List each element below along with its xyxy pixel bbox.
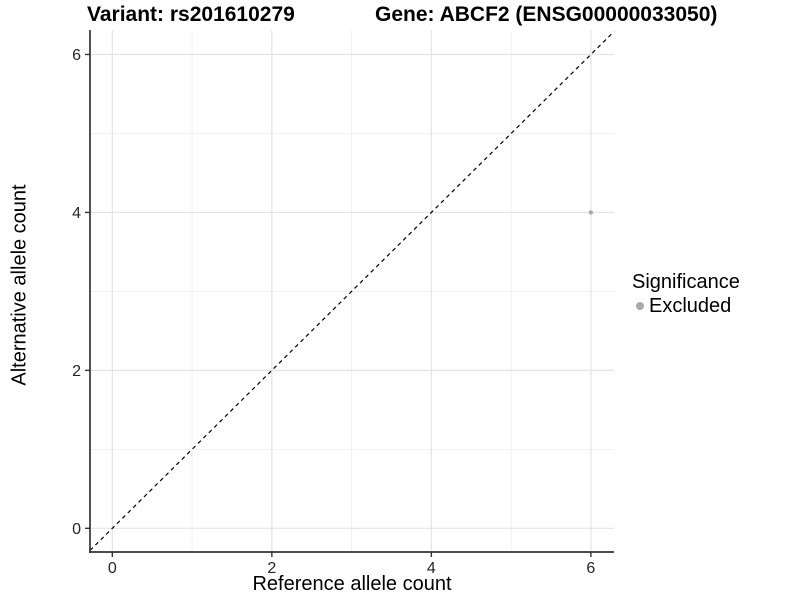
legend: Significance Excluded xyxy=(632,271,740,317)
x-tick-label: 2 xyxy=(267,560,276,577)
legend-point-icon xyxy=(636,302,644,310)
y-tick-label: 6 xyxy=(72,47,81,64)
plot-title-gene: Gene: ABCF2 (ENSG00000033050) xyxy=(375,3,718,26)
y-tick-label: 2 xyxy=(72,363,81,380)
y-tick-label: 4 xyxy=(72,205,81,222)
y-tick-label: 0 xyxy=(72,521,81,538)
x-tick-label: 0 xyxy=(108,560,117,577)
x-tick-label: 4 xyxy=(427,560,436,577)
data-point xyxy=(588,210,594,215)
legend-entries: Excluded xyxy=(632,295,740,317)
x-tick-label: 6 xyxy=(586,560,595,577)
x-axis-title: Reference allele count xyxy=(252,573,452,595)
legend-title: Significance xyxy=(632,271,740,293)
legend-entry: Excluded xyxy=(632,295,740,317)
plot-title-variant: Variant: rs201610279 xyxy=(87,3,295,26)
legend-entry-label: Excluded xyxy=(649,295,732,317)
identity-line xyxy=(89,31,615,551)
y-axis-title: Alternative allele count xyxy=(8,184,31,386)
